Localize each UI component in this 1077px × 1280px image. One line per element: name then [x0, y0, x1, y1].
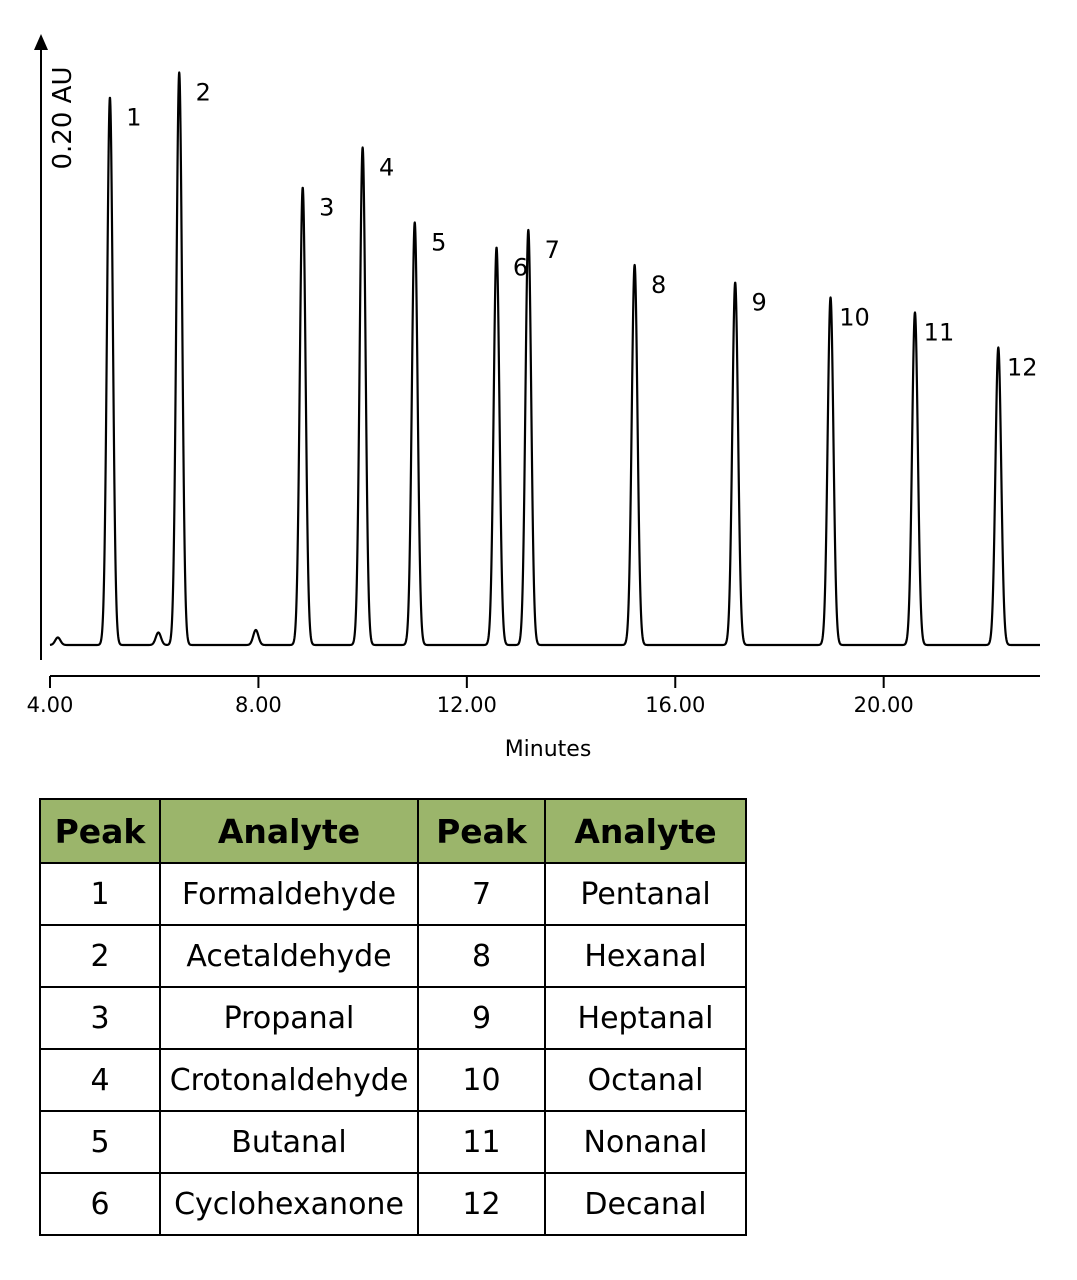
header-analyte: Analyte — [159, 798, 419, 864]
analyte-name: Crotonaldehyde — [159, 1048, 419, 1112]
peak-label-12: 12 — [1007, 354, 1038, 382]
peak-label-10: 10 — [839, 304, 870, 332]
chromatogram-trace — [49, 71, 1041, 647]
table-row: 1 Formaldehyde 7 Pentanal — [39, 862, 747, 926]
peak-number: 6 — [39, 1172, 161, 1236]
peak-number: 2 — [39, 924, 161, 988]
peak-label-7: 7 — [545, 236, 560, 264]
table-row: 6 Cyclohexanone 12 Decanal — [39, 1172, 747, 1236]
header-peak: Peak — [417, 798, 546, 864]
y-axis — [34, 34, 48, 660]
table-header-row: Peak Analyte Peak Analyte — [39, 798, 747, 864]
peak-label-11: 11 — [924, 319, 955, 347]
analyte-name: Nonanal — [544, 1110, 747, 1174]
analyte-name: Cyclohexanone — [159, 1172, 419, 1236]
peak-analyte-table: Peak Analyte Peak Analyte 1 Formaldehyde… — [39, 798, 747, 1236]
header-analyte: Analyte — [544, 798, 747, 864]
peak-number: 4 — [39, 1048, 161, 1112]
peak-label-9: 9 — [752, 289, 767, 317]
y-axis-arrow — [34, 34, 48, 50]
x-axis-label: Minutes — [505, 737, 592, 762]
peak-label-8: 8 — [651, 271, 666, 299]
analyte-name: Decanal — [544, 1172, 747, 1236]
peak-number: 5 — [39, 1110, 161, 1174]
peak-label-2: 2 — [196, 79, 211, 107]
analyte-name: Hexanal — [544, 924, 747, 988]
peak-number: 10 — [417, 1048, 546, 1112]
peak-label-3: 3 — [319, 194, 334, 222]
x-tick-label: 20.00 — [854, 693, 914, 717]
peak-label-1: 1 — [126, 104, 141, 132]
analyte-name: Octanal — [544, 1048, 747, 1112]
table-row: 2 Acetaldehyde 8 Hexanal — [39, 924, 747, 988]
analyte-name: Pentanal — [544, 862, 747, 926]
peak-label-6: 6 — [513, 254, 528, 282]
x-tick-label: 16.00 — [645, 693, 705, 717]
x-axis-ticks: 4.00 8.00 12.00 16.00 20.00 — [27, 676, 914, 717]
analyte-name: Butanal — [159, 1110, 419, 1174]
table-row: 4 Crotonaldehyde 10 Octanal — [39, 1048, 747, 1112]
analyte-name: Heptanal — [544, 986, 747, 1050]
peak-number: 11 — [417, 1110, 546, 1174]
peak-number: 12 — [417, 1172, 546, 1236]
table-row: 3 Propanal 9 Heptanal — [39, 986, 747, 1050]
peak-number: 8 — [417, 924, 546, 988]
header-peak: Peak — [39, 798, 161, 864]
peak-number: 3 — [39, 986, 161, 1050]
table-row: 5 Butanal 11 Nonanal — [39, 1110, 747, 1174]
analyte-name: Acetaldehyde — [159, 924, 419, 988]
peak-number: 7 — [417, 862, 546, 926]
x-tick-label: 4.00 — [27, 693, 74, 717]
x-tick-label: 12.00 — [437, 693, 497, 717]
peak-label-5: 5 — [431, 229, 446, 257]
analyte-name: Propanal — [159, 986, 419, 1050]
peak-label-4: 4 — [379, 154, 394, 182]
chromatogram-chart: 0.20 AU 4.00 8.00 12.00 16.00 20.00 Minutes … — [27, 34, 1041, 762]
peak-number: 9 — [417, 986, 546, 1050]
y-axis-label: 0.20 AU — [48, 67, 78, 170]
x-tick-label: 8.00 — [235, 693, 282, 717]
peak-number: 1 — [39, 862, 161, 926]
analyte-name: Formaldehyde — [159, 862, 419, 926]
